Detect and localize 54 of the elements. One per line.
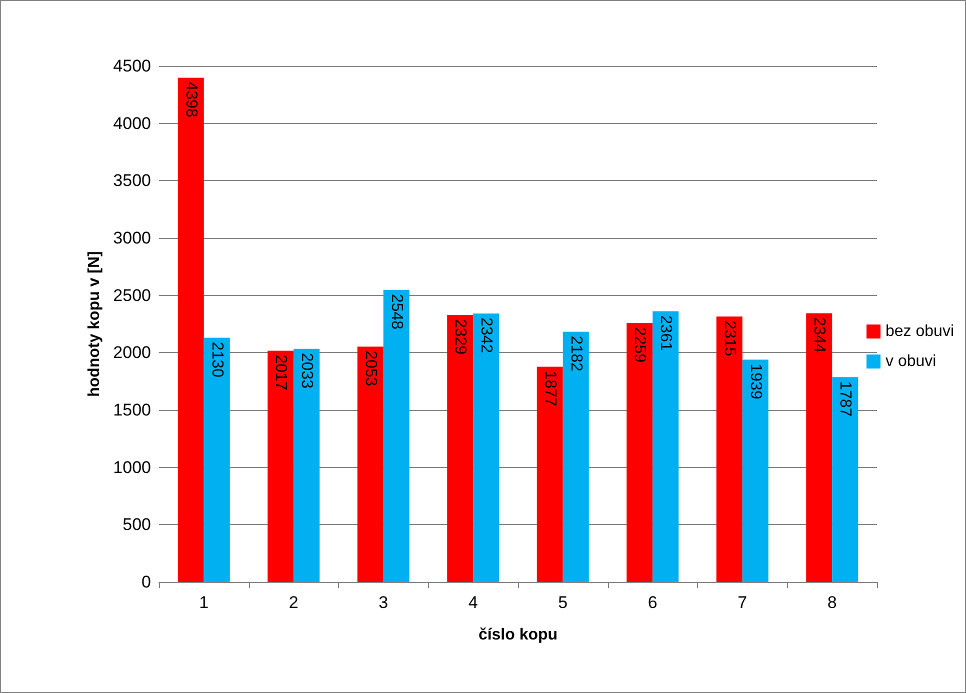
y-tick-label: 3500 — [113, 171, 151, 190]
bar — [536, 366, 563, 582]
data-label: 2033 — [298, 352, 316, 389]
x-tick-label: 3 — [378, 593, 388, 612]
y-tick-label: 4000 — [113, 114, 151, 133]
bar — [562, 332, 589, 582]
y-tick-label: 0 — [142, 572, 151, 592]
bar — [716, 316, 742, 582]
y-tick-label: 4500 — [113, 56, 151, 76]
bar — [383, 290, 410, 582]
data-label: 2315 — [720, 320, 738, 356]
x-tick-label: 4 — [468, 593, 478, 612]
x-axis-title: číslo kopu — [478, 626, 558, 644]
bar — [652, 311, 679, 582]
y-tick-label: 2000 — [113, 343, 151, 362]
data-label: 4398 — [182, 82, 200, 118]
bar — [268, 350, 294, 582]
x-tick-label: 7 — [738, 593, 748, 612]
bar — [473, 313, 500, 582]
data-label: 2329 — [452, 318, 469, 355]
data-label: 1877 — [541, 370, 558, 406]
y-tick-label: 1500 — [113, 400, 151, 420]
y-tick-label: 2500 — [113, 286, 151, 305]
x-tick-label: 2 — [288, 593, 298, 612]
data-label: 1939 — [746, 364, 764, 400]
x-tick-label: 8 — [827, 593, 837, 612]
data-label: 2548 — [388, 294, 405, 330]
bar — [178, 78, 204, 582]
bar — [742, 360, 768, 582]
bar — [626, 322, 653, 582]
data-label: 2182 — [567, 336, 584, 372]
x-tick-label: 6 — [648, 593, 658, 612]
legend-label: v obuvi — [886, 353, 936, 370]
y-tick-label: 3000 — [113, 228, 151, 248]
x-tick-label: 5 — [558, 593, 568, 612]
data-label: 2130 — [208, 342, 226, 378]
y-axis-title: hodnoty kopu v [N] — [86, 251, 103, 397]
y-tick-label: 1000 — [113, 458, 151, 477]
x-tick-label: 1 — [199, 593, 209, 612]
data-label: 2053 — [362, 350, 379, 386]
bar — [204, 338, 230, 582]
y-tick-label: 500 — [122, 515, 151, 534]
bar — [447, 314, 474, 582]
data-label: 1787 — [836, 381, 854, 417]
bar — [832, 377, 858, 582]
bar — [294, 348, 320, 582]
data-label: 2344 — [810, 317, 828, 353]
data-label: 2361 — [657, 315, 674, 351]
data-label: 2342 — [478, 317, 495, 354]
bar — [806, 313, 832, 582]
legend-label: bez obuvi — [886, 323, 954, 340]
bar — [357, 346, 384, 582]
data-label: 2259 — [631, 326, 648, 363]
data-label: 2017 — [272, 354, 290, 390]
